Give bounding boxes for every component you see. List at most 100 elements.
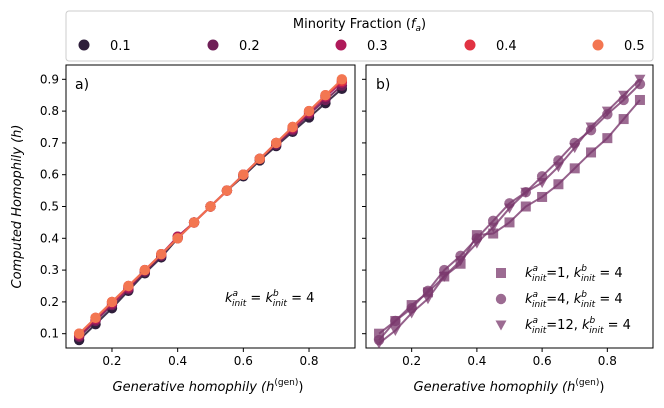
- panel-a-label: a): [75, 77, 89, 93]
- panel-b-legend-entry-triangle-down: ka init=12, kb init = 4: [495, 316, 631, 336]
- y-tick-label: 0.6: [40, 168, 59, 182]
- data-point: [422, 285, 434, 296]
- x-tick-label: 0.8: [598, 354, 617, 368]
- panel-b: b) 0.2 0.4 0.6 0.8 ka init=1, kb init = 4ka in…: [362, 64, 654, 395]
- data-point: [552, 162, 564, 173]
- x-tick-label: 0.6: [533, 354, 552, 368]
- legend-label: 0.3: [367, 39, 388, 54]
- y-tick-label: 0.1: [40, 327, 59, 341]
- data-point: [618, 90, 630, 101]
- data-point: [303, 105, 315, 117]
- panel-b-legend: ka init=1, kb init = 4 ka init=4, kb init = 4…: [495, 264, 631, 336]
- data-point: [471, 238, 483, 249]
- y-tick-label: 0.8: [40, 104, 59, 118]
- data-point: [569, 143, 581, 154]
- data-point: [537, 191, 548, 202]
- panel-b-series: [373, 74, 646, 349]
- panel-a-xlabel: Generative homophily (h(gen)): [113, 378, 304, 395]
- data-point: [389, 326, 401, 337]
- series-fa-0.5: [73, 74, 348, 339]
- data-point: [287, 121, 298, 133]
- data-point: [488, 228, 499, 239]
- legend-entries: 0.1 0.2 0.3 0.4 0.5: [78, 39, 645, 54]
- data-point: [320, 90, 331, 101]
- data-point: [254, 153, 265, 165]
- data-point: [634, 94, 645, 105]
- legend-label: ka init=1, kb init = 4: [525, 264, 623, 284]
- data-point: [586, 147, 597, 158]
- series-triangle-down: [373, 74, 646, 349]
- panel-a-annotation: ka init = kb init = 4: [225, 289, 314, 309]
- data-point: [373, 338, 385, 349]
- panel-a-ylabel: Computed Homophily (h): [10, 125, 25, 289]
- legend-title: Minority Fraction (fa): [293, 17, 426, 34]
- panel-b-xlabel: Generative homophily (h(gen)): [414, 378, 605, 395]
- x-tick-label: 0.4: [467, 354, 486, 368]
- data-point: [487, 222, 499, 233]
- data-point: [618, 114, 629, 125]
- panel-b-legend-entry-circle: ka init=4, kb init = 4: [495, 290, 623, 310]
- panel-b-label: b): [376, 77, 390, 93]
- data-point: [602, 133, 613, 144]
- legend-entry-0.4: 0.4: [464, 39, 517, 54]
- data-point: [569, 163, 580, 174]
- legend-marker: [495, 320, 507, 331]
- data-point: [520, 201, 531, 212]
- legend-marker: [464, 39, 476, 51]
- data-point: [406, 308, 418, 319]
- data-point: [455, 256, 467, 267]
- data-point: [438, 271, 450, 282]
- data-point: [634, 74, 646, 85]
- data-point: [221, 185, 233, 196]
- data-point: [390, 315, 401, 327]
- y-tick-label: 0.9: [40, 72, 59, 86]
- legend-label: ka init=12, kb init = 4: [525, 316, 631, 336]
- data-point: [585, 122, 597, 133]
- panel-b-legend-entry-square: ka init=1, kb init = 4: [496, 264, 623, 284]
- y-tick-label: 0.7: [40, 136, 59, 150]
- panel-b-ticks: 0.2 0.4 0.6 0.8: [362, 78, 617, 368]
- data-point: [270, 137, 282, 149]
- data-point: [553, 179, 564, 190]
- y-tick-label: 0.4: [40, 231, 59, 245]
- x-tick-label: 0.4: [168, 354, 187, 368]
- legend-label: ka init=4, kb init = 4: [525, 290, 623, 310]
- legend-label: 0.1: [110, 39, 131, 54]
- data-point: [172, 233, 183, 244]
- legend-label: 0.2: [239, 39, 260, 54]
- legend-entry-0.5: 0.5: [592, 39, 645, 54]
- legend-marker: [496, 268, 506, 278]
- legend-entry-0.2: 0.2: [207, 39, 260, 54]
- legend-marker: [335, 39, 347, 51]
- data-point: [504, 203, 515, 214]
- data-point: [139, 264, 151, 276]
- data-point: [238, 169, 249, 180]
- legend-entry-0.3: 0.3: [335, 39, 388, 54]
- x-tick-label: 0.6: [234, 354, 253, 368]
- data-point: [504, 217, 515, 228]
- data-point: [422, 294, 434, 305]
- legend-marker: [592, 39, 604, 51]
- panel-a-series: [73, 74, 348, 346]
- data-point: [520, 187, 532, 198]
- x-tick-label: 0.8: [299, 354, 318, 368]
- legend-marker: [78, 39, 90, 51]
- x-tick-label: 0.2: [102, 354, 121, 368]
- data-point: [336, 74, 348, 85]
- data-point: [536, 178, 548, 189]
- data-point: [156, 248, 167, 260]
- data-point: [106, 296, 118, 308]
- legend-entry-0.1: 0.1: [78, 39, 131, 54]
- legend-marker: [495, 293, 507, 305]
- panel-a-ticks: 0.2 0.4 0.6 0.8 0.1 0.2 0.3 0.4 0.5 0.6 0.7 0.8 0.9: [40, 72, 319, 368]
- x-tick-label: 0.2: [402, 354, 421, 368]
- legend-label: 0.4: [496, 39, 517, 54]
- legend: Minority Fraction (fa) 0.1 0.2 0.3 0.4 0.5: [65, 10, 654, 62]
- data-point: [601, 106, 613, 117]
- data-point: [73, 328, 85, 339]
- y-tick-label: 0.5: [40, 200, 59, 214]
- legend-marker: [207, 39, 219, 51]
- y-tick-label: 0.3: [40, 263, 59, 277]
- y-tick-label: 0.2: [40, 295, 59, 309]
